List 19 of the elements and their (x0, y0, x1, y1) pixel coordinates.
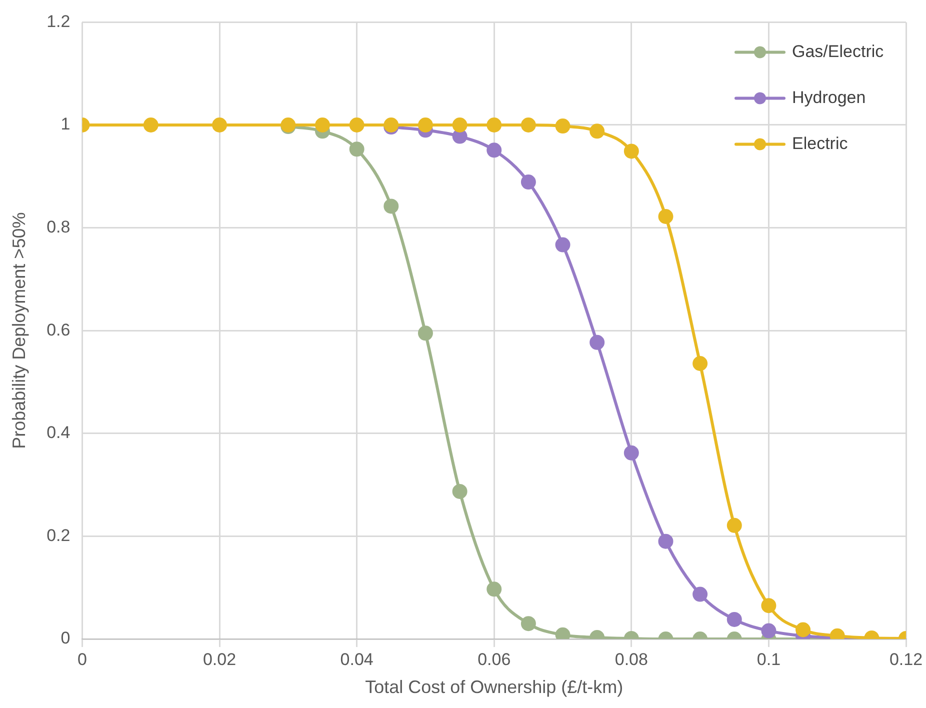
y-tick-label: 1 (60, 114, 70, 134)
x-tick-label: 0.04 (340, 650, 374, 669)
y-tick-label: 0.4 (46, 423, 70, 442)
y-tick-label: 0 (60, 628, 70, 648)
y-tick-label: 0.2 (46, 526, 70, 545)
x-axis-title: Total Cost of Ownership (£/t-km) (365, 677, 624, 698)
y-tick-label: 0.8 (46, 217, 70, 236)
y-axis-title: Probability Deployment >50% (8, 212, 29, 449)
legend-label: Hydrogen (792, 88, 866, 107)
x-tick-label: 0.12 (889, 650, 923, 669)
y-tick-label: 1.2 (46, 12, 70, 31)
legend-label: Gas/Electric (792, 42, 884, 61)
x-tick-label: 0.06 (478, 650, 511, 669)
x-tick-label: 0.02 (202, 650, 236, 669)
y-tick-label: 0.6 (46, 320, 70, 340)
legend-label: Electric (792, 134, 848, 153)
x-tick-label: 0.08 (614, 650, 648, 669)
x-tick-label: 0 (78, 650, 87, 669)
x-tick-label: 0.1 (756, 650, 781, 669)
